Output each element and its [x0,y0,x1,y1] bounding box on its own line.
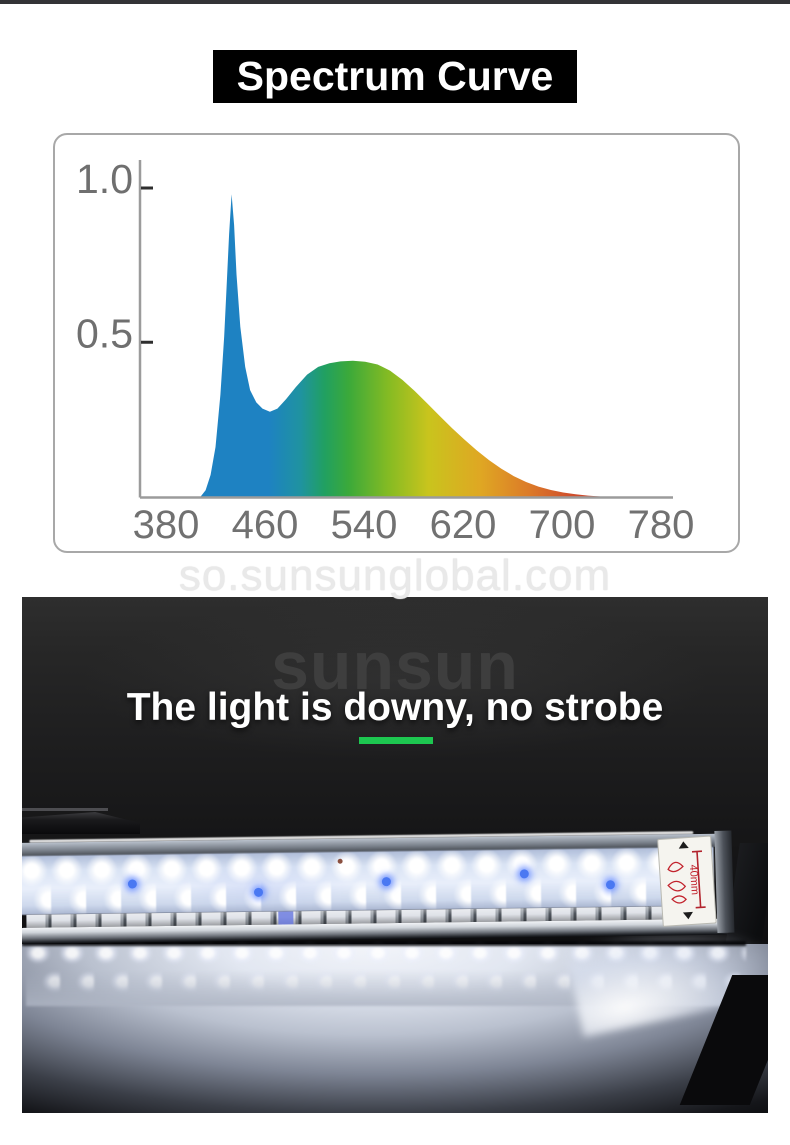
arrow-up-icon [678,841,689,849]
x-tick-label: 780 [628,503,695,547]
dimension-line-end [695,906,706,909]
coral-sketch-icon [667,861,684,873]
blue-led-icon [381,877,391,887]
product-photo-section: sunsun The light is downy, no strobe [22,597,768,1113]
x-tick-label: 540 [331,503,398,547]
y-tick-label: 1.0 [76,156,133,202]
x-tick-label: 380 [133,503,200,547]
blue-led-icon [127,879,137,889]
spectrum-chart-panel: 0.5 1.0 380 460 540 620 700 780 [53,133,740,553]
bar-shadow-line [22,941,746,946]
page-title: Spectrum Curve [236,53,554,99]
bracket-arm [22,812,140,834]
arrow-down-icon [682,911,693,920]
x-tick-label: 700 [529,503,596,547]
blue-led-icon [253,887,264,897]
coral-sketch-icon [671,895,687,904]
page-title-box: Spectrum Curve [213,50,577,103]
blue-led-icon [519,869,529,879]
led-light-bar: 40mm [22,829,741,946]
banner-heading: The light is downy, no strobe [126,686,664,729]
spectrum-chart: 0.5 1.0 380 460 540 620 700 780 [76,156,695,547]
top-border-strip [0,0,790,4]
site-watermark: so.sunsunglobal.com [178,551,612,600]
end-cap [714,830,735,933]
dust-speck [337,858,343,864]
brand-watermark: sunsun [271,628,519,704]
coral-sketch-icon [667,880,687,892]
mounting-bracket [22,790,140,860]
x-tick-label: 620 [430,503,497,547]
y-tick-label: 0.5 [76,310,133,356]
green-underline [359,737,433,744]
bracket-lip [22,808,108,811]
blue-fin-segment [278,911,294,925]
dimension-diagram: 40mm [667,841,706,920]
sticker-40mm-text: 40mm [687,864,701,895]
dimension-line [696,851,702,908]
spectrum-area [200,194,601,497]
x-tick-label: 460 [232,503,299,547]
blue-led-icon [605,880,616,890]
dimension-line-end [691,850,703,853]
dimension-sticker: 40mm [657,835,717,927]
light-underglow [22,903,768,1113]
